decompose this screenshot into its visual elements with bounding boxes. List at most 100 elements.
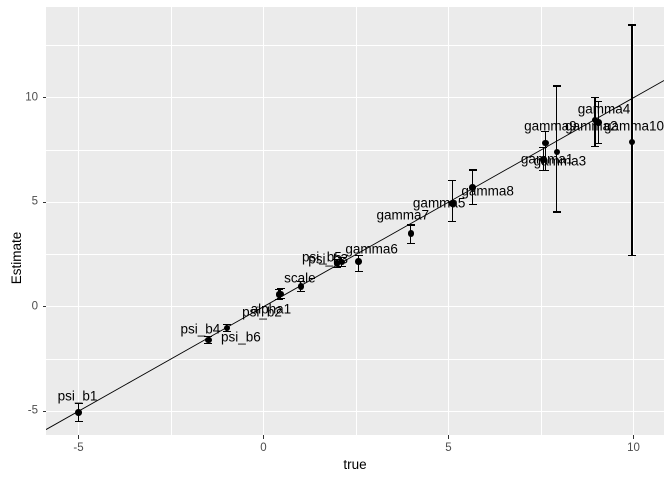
identity-line [46, 80, 664, 430]
error-bar-cap-bottom [541, 170, 550, 172]
error-bar-cap-bottom [337, 265, 346, 267]
error-bar-cap-top [448, 179, 457, 181]
x-tick-label: 0 [260, 442, 267, 454]
y-tick-mark [42, 306, 46, 308]
point-label-psi_b1: psi_b1 [57, 388, 98, 404]
y-tick-mark [42, 97, 46, 99]
error-bar-cap-bottom [296, 290, 305, 293]
point-label-scale: scale [284, 270, 316, 286]
error-bar-cap-bottom [222, 331, 231, 333]
error-bar-cap-bottom [354, 271, 363, 273]
x-minor-gridline [540, 7, 542, 435]
error-bar-cap-top [222, 323, 231, 325]
error-bar-cap-bottom [74, 421, 83, 423]
point-label-gamma1: gamma1 [520, 151, 574, 167]
point-label-psi_b4: psi_b4 [180, 321, 221, 337]
point-label-gamma7: gamma7 [376, 206, 430, 222]
error-bar-cap-top [468, 169, 477, 171]
error-bar-cap-bottom [406, 242, 415, 244]
error-bar-cap-bottom [594, 142, 603, 144]
y-major-gridline [46, 306, 664, 308]
error-bar-cap-bottom [591, 146, 599, 148]
error-bar-cap-top [204, 335, 213, 337]
data-point-gamma7 [407, 230, 414, 237]
error-bar-cap-top [276, 288, 285, 290]
data-point-psi_b4 [205, 336, 212, 344]
y-tick-mark [42, 410, 46, 412]
error-bar-cap-top [275, 289, 283, 291]
y-tick-label: 0 [31, 299, 38, 312]
error-bar-cap-top [539, 146, 548, 149]
data-point-gamma2 [595, 119, 602, 126]
point-label-alpha1: alpha1 [250, 301, 292, 317]
x-tick-label: 5 [445, 442, 452, 454]
y-minor-gridline [46, 254, 664, 255]
data-point-gamma5 [449, 200, 456, 207]
data-point-psi_b6 [223, 324, 231, 332]
data-point-gamma4 [591, 116, 599, 124]
error-bar-cap-top [552, 85, 561, 87]
plot-panel: psi_b1 psi_b4 psi_b6 psi_b2 alpha1 scale psi_b… [46, 7, 664, 435]
data-point-psi_b3 [333, 260, 341, 267]
x-tick-mark [77, 435, 80, 439]
error-bar-cap-bottom [468, 204, 477, 206]
y-major-gridline [46, 201, 664, 203]
x-tick-label: -5 [73, 442, 84, 454]
y-axis-title: Estimate [9, 231, 24, 285]
y-tick-mark [42, 201, 46, 203]
error-bar-cap-top [628, 24, 636, 26]
y-minor-gridline [46, 358, 664, 360]
error-bar-cap-bottom [204, 343, 213, 345]
error-bar-cap-top [541, 131, 550, 133]
point-label-gamma3: gamma3 [533, 153, 587, 169]
error-bar-cap-top [594, 101, 603, 103]
y-tick-label: 5 [31, 195, 38, 208]
y-minor-gridline [46, 45, 664, 46]
error-bar-cap-bottom [448, 221, 457, 223]
error-bar-cap-top [406, 224, 415, 226]
data-point-gamma1 [540, 156, 547, 163]
x-tick-label: 10 [627, 442, 640, 454]
x-major-gridline [77, 7, 80, 435]
y-minor-gridline [46, 149, 664, 151]
x-tick-mark [632, 435, 635, 439]
error-bar-cap-top [74, 402, 83, 404]
error-bar-cap-bottom [275, 299, 283, 301]
point-label-gamma10: gamma10 [603, 118, 664, 134]
data-point-gamma6 [355, 258, 362, 265]
error-bar-cap-bottom [552, 211, 561, 213]
error-bar [544, 131, 546, 171]
point-label-psi_b3: psi_b3 [308, 251, 348, 267]
data-point-gamma8 [469, 184, 476, 191]
data-point-gamma9 [542, 139, 549, 147]
data-point-gamma3 [553, 148, 561, 156]
point-label-gamma9: gamma9 [524, 118, 577, 134]
error-bar-cap-bottom [333, 267, 342, 269]
y-tick-label: -5 [27, 404, 38, 417]
y-major-gridline [46, 410, 664, 412]
error-bar-cap-top [296, 281, 305, 283]
error-bar-cap-bottom [276, 298, 285, 300]
y-major-gridline [46, 97, 664, 99]
point-label-gamma5: gamma5 [412, 195, 466, 211]
point-label-psi_b5: psi_b5 [301, 249, 342, 265]
point-label-gamma8: gamma8 [461, 183, 514, 199]
error-bar-cap-top [354, 254, 363, 256]
data-point-psi_b5 [338, 258, 346, 266]
point-label-gamma6: gamma6 [345, 240, 398, 256]
x-major-gridline [632, 7, 635, 435]
point-label-gamma2: gamma2 [565, 118, 618, 134]
data-point-psi_b1 [75, 409, 82, 416]
error-bar-cap-bottom [628, 254, 636, 256]
x-axis-title: true [343, 457, 367, 472]
error-bar-cap-top [591, 97, 599, 99]
data-point-gamma10 [628, 138, 636, 146]
error-bar-cap-top [337, 257, 346, 259]
x-minor-gridline [355, 7, 357, 435]
x-major-gridline [262, 7, 265, 435]
data-point-scale [297, 283, 305, 290]
x-minor-gridline [170, 7, 172, 435]
data-point-alpha1 [277, 290, 285, 298]
point-label-psi_b2: psi_b2 [242, 303, 282, 319]
